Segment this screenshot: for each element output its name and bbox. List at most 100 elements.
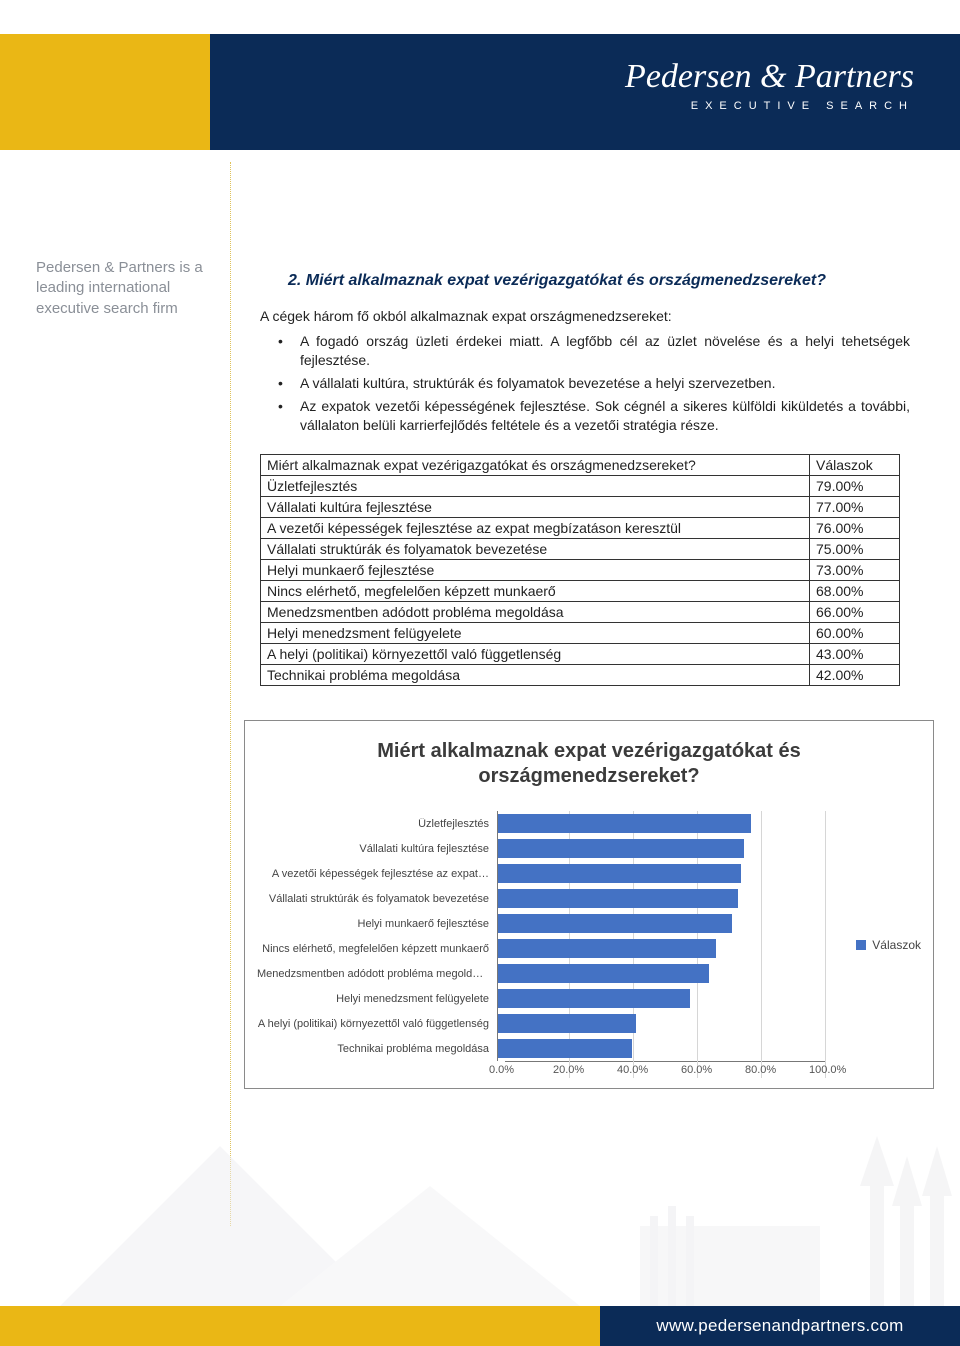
table-row: Vállalati struktúrák és folyamatok bevez… <box>261 539 900 560</box>
chart-bar-row: A helyi (politikai) környezettől való fü… <box>257 1011 842 1036</box>
table-cell-label: A helyi (politikai) környezettől való fü… <box>261 644 810 665</box>
table-row: Nincs elérhető, megfelelően képzett munk… <box>261 581 900 602</box>
section-intro: A cégek három fő okból alkalmaznak expat… <box>260 308 910 324</box>
chart-bar-label: A vezetői képességek fejlesztése az expa… <box>257 868 497 880</box>
chart-bar-plot <box>497 1036 817 1061</box>
chart-bar <box>498 939 716 958</box>
chart-bar-row: Nincs elérhető, megfelelően képzett munk… <box>257 936 842 961</box>
table-cell-label: Nincs elérhető, megfelelően képzett munk… <box>261 581 810 602</box>
chart-x-tick: 80.0% <box>745 1064 776 1076</box>
sidebar: Pedersen & Partners is a leading interna… <box>36 258 216 319</box>
chart-bar-row: Vállalati struktúrák és folyamatok bevez… <box>257 886 842 911</box>
table-cell-label: Technikai probléma megoldása <box>261 665 810 686</box>
legend-label: Válaszok <box>872 938 921 952</box>
chart-x-tick: 20.0% <box>553 1064 584 1076</box>
table-cell-value: 75.00% <box>810 539 900 560</box>
chart-bar <box>498 914 732 933</box>
chart-legend: Válaszok <box>842 938 921 952</box>
chart-bar-plot <box>497 986 817 1011</box>
chart-bar <box>498 1014 636 1033</box>
chart-bar-label: Vállalati kultúra fejlesztése <box>257 843 497 855</box>
sidebar-tagline: Pedersen & Partners is a leading interna… <box>36 258 216 319</box>
table-row: A helyi (politikai) környezettől való fü… <box>261 644 900 665</box>
chart-bar-plot <box>497 911 817 936</box>
bullet-item: A vállalati kultúra, struktúrák és folya… <box>300 372 910 395</box>
table-cell-label: A vezetői képességek fejlesztése az expa… <box>261 518 810 539</box>
table-row: Technikai probléma megoldása42.00% <box>261 665 900 686</box>
table-cell-value: 68.00% <box>810 581 900 602</box>
chart-bar-label: Nincs elérhető, megfelelően képzett munk… <box>257 943 497 955</box>
chart-bar-label: Helyi munkaerő fejlesztése <box>257 918 497 930</box>
chart-bar-plot <box>497 886 817 911</box>
table-header-answers: Válaszok <box>810 455 900 476</box>
chart-bar <box>498 1039 632 1058</box>
table-cell-label: Helyi menedzsment felügyelete <box>261 623 810 644</box>
table-cell-value: 77.00% <box>810 497 900 518</box>
chart-bar <box>498 864 741 883</box>
chart-x-axis: 0.0%20.0%40.0%60.0%80.0%100.0% <box>505 1062 825 1078</box>
table-row: Helyi menedzsment felügyelete60.00% <box>261 623 900 644</box>
chart-bar-row: A vezetői képességek fejlesztése az expa… <box>257 861 842 886</box>
chart-bar-label: Üzletfejlesztés <box>257 818 497 830</box>
chart-bars-column: Üzletfejlesztés Vállalati kultúra fejlesz… <box>257 811 842 1078</box>
footer-url: www.pedersenandpartners.com <box>600 1306 960 1346</box>
header: Pedersen & Partners EXECUTIVE SEARCH <box>0 34 960 150</box>
chart-bar-plot <box>497 836 817 861</box>
chart-x-tick: 60.0% <box>681 1064 712 1076</box>
table-row: Menedzsmentben adódott probléma megoldás… <box>261 602 900 623</box>
chart-bar-row: Menedzsmentben adódott probléma megoldás… <box>257 961 842 986</box>
chart-bar-plot <box>497 811 817 836</box>
chart-bar-plot <box>497 861 817 886</box>
chart-bar-label: Vállalati struktúrák és folyamatok bevez… <box>257 893 497 905</box>
chart-x-tick: 100.0% <box>809 1064 846 1076</box>
table-cell-label: Üzletfejlesztés <box>261 476 810 497</box>
chart-x-tick: 0.0% <box>489 1064 514 1076</box>
table-row: Vállalati kultúra fejlesztése77.00% <box>261 497 900 518</box>
chart-title-line1: Miért alkalmaznak expat vezérigazgatókat… <box>377 740 801 762</box>
chart-bar-label: Menedzsmentben adódott probléma megoldás… <box>257 968 497 980</box>
vertical-dotted-rule <box>230 162 231 1226</box>
footer: www.pedersenandpartners.com <box>0 1306 960 1346</box>
table-row: A vezetői képességek fejlesztése az expa… <box>261 518 900 539</box>
chart-bar <box>498 814 751 833</box>
chart-bar-row: Helyi munkaerő fejlesztése <box>257 911 842 936</box>
chart-bar-row: Helyi menedzsment felügyelete <box>257 986 842 1011</box>
table-cell-value: 42.00% <box>810 665 900 686</box>
section-title: 2. Miért alkalmaznak expat vezérigazgató… <box>288 272 910 290</box>
table-row: Helyi munkaerő fejlesztése73.00% <box>261 560 900 581</box>
table-row: Üzletfejlesztés79.00% <box>261 476 900 497</box>
table-cell-value: 60.00% <box>810 623 900 644</box>
bullet-item: A fogadó ország üzleti érdekei miatt. A … <box>300 330 910 372</box>
chart-bar-label: Helyi menedzsment felügyelete <box>257 993 497 1005</box>
chart-bar-row: Vállalati kultúra fejlesztése <box>257 836 842 861</box>
data-table: Miért alkalmaznak expat vezérigazgatókat… <box>260 454 900 686</box>
background-silhouette-icon <box>0 1106 960 1306</box>
table-cell-value: 79.00% <box>810 476 900 497</box>
footer-gold-block <box>0 1306 600 1346</box>
table-cell-value: 73.00% <box>810 560 900 581</box>
table-cell-value: 43.00% <box>810 644 900 665</box>
table-cell-label: Vállalati kultúra fejlesztése <box>261 497 810 518</box>
brand-logo-subtext: EXECUTIVE SEARCH <box>625 100 914 112</box>
table-cell-value: 76.00% <box>810 518 900 539</box>
table-header-question: Miért alkalmaznak expat vezérigazgatókat… <box>261 455 810 476</box>
chart-bar-label: Technikai probléma megoldása <box>257 1043 497 1055</box>
chart-bar-row: Üzletfejlesztés <box>257 811 842 836</box>
chart-container: Miért alkalmaznak expat vezérigazgatókat… <box>244 720 934 1089</box>
legend-swatch-icon <box>856 940 866 950</box>
chart-bar <box>498 964 709 983</box>
header-gold-block <box>0 34 210 150</box>
chart-bar <box>498 989 690 1008</box>
table-cell-label: Helyi munkaerő fejlesztése <box>261 560 810 581</box>
chart-bar-row: Technikai probléma megoldása <box>257 1036 842 1061</box>
chart-title: Miért alkalmaznak expat vezérigazgatókat… <box>257 739 921 789</box>
brand-logo-text: Pedersen & Partners <box>625 58 914 96</box>
chart-bar <box>498 839 744 858</box>
bullet-list: A fogadó ország üzleti érdekei miatt. A … <box>260 330 910 436</box>
chart-bar-plot <box>497 961 817 986</box>
chart-bar-label: A helyi (politikai) környezettől való fü… <box>257 1018 497 1030</box>
bullet-item: Az expatok vezetői képességének fejleszt… <box>300 395 910 437</box>
brand-logo: Pedersen & Partners EXECUTIVE SEARCH <box>625 58 914 112</box>
header-navy-block: Pedersen & Partners EXECUTIVE SEARCH <box>210 34 960 150</box>
table-cell-label: Vállalati struktúrák és folyamatok bevez… <box>261 539 810 560</box>
